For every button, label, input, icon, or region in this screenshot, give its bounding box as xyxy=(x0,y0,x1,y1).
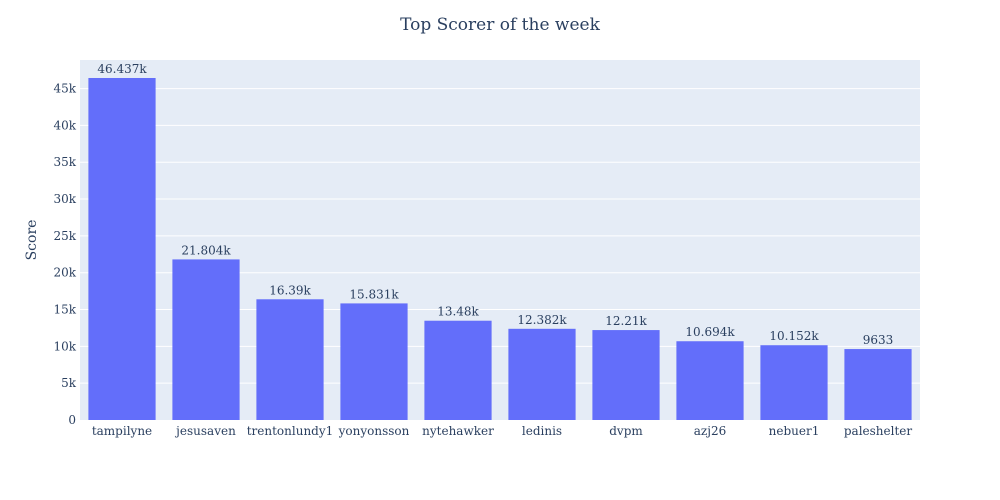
y-tick-label: 45k xyxy=(53,82,76,96)
y-tick-label: 30k xyxy=(53,192,76,206)
y-tick-label: 5k xyxy=(61,376,77,390)
bar-trentonlundy1 xyxy=(256,299,324,420)
bar-value-label: 10.152k xyxy=(769,329,819,343)
x-tick-label: azj26 xyxy=(694,424,726,438)
bar-value-label: 10.694k xyxy=(685,325,735,339)
bar-value-label: 12.21k xyxy=(605,314,647,328)
bar-jesusaven xyxy=(172,259,240,420)
y-tick-label: 35k xyxy=(53,155,76,169)
y-tick-label: 10k xyxy=(53,339,76,353)
bar-nebuer1 xyxy=(760,345,828,420)
x-axis-ticks: tampilyne jesusaven trentonlundy1 yonyonsso… xyxy=(92,424,913,438)
x-tick-label: dvpm xyxy=(609,424,643,438)
bar-ledinis xyxy=(508,328,576,420)
bar-value-label: 21.804k xyxy=(181,243,231,257)
bar-azj26 xyxy=(676,341,744,420)
chart-title: Top Scorer of the week xyxy=(400,15,601,35)
bar-dvpm xyxy=(592,330,660,420)
bar-yonyonsson xyxy=(340,303,408,420)
bar-value-labels: 46.437k 21.804k 16.39k 15.831k 13.48k 12.382k… xyxy=(97,62,893,347)
x-tick-label: ledinis xyxy=(522,424,562,438)
bar-value-label: 9633 xyxy=(863,333,894,347)
y-axis-title: Score xyxy=(24,220,40,261)
y-tick-label: 40k xyxy=(53,118,76,132)
x-tick-label: nebuer1 xyxy=(769,424,820,438)
x-tick-label: tampilyne xyxy=(92,424,152,438)
bar-value-label: 15.831k xyxy=(349,287,399,301)
x-tick-label: paleshelter xyxy=(844,424,913,438)
bars xyxy=(88,77,912,420)
bar-nytehawker xyxy=(424,320,492,420)
bar-value-label: 46.437k xyxy=(97,62,147,76)
bar-value-label: 12.382k xyxy=(517,313,567,327)
y-axis-ticks: 0 5k 10k 15k 20k 25k 30k 35k 40k 45k xyxy=(53,82,76,427)
y-tick-label: 20k xyxy=(53,266,76,280)
x-tick-label: jesusaven xyxy=(174,424,236,438)
y-tick-label: 15k xyxy=(53,303,76,317)
x-tick-label: nytehawker xyxy=(422,424,494,438)
y-tick-label: 0 xyxy=(68,413,76,427)
bar-value-label: 16.39k xyxy=(269,283,311,297)
bar-value-label: 13.48k xyxy=(437,305,479,319)
x-tick-label: yonyonsson xyxy=(338,424,410,438)
x-tick-label: trentonlundy1 xyxy=(247,424,334,438)
bar-paleshelter xyxy=(844,349,912,420)
bar-tampilyne xyxy=(88,77,156,420)
y-tick-label: 25k xyxy=(53,229,76,243)
